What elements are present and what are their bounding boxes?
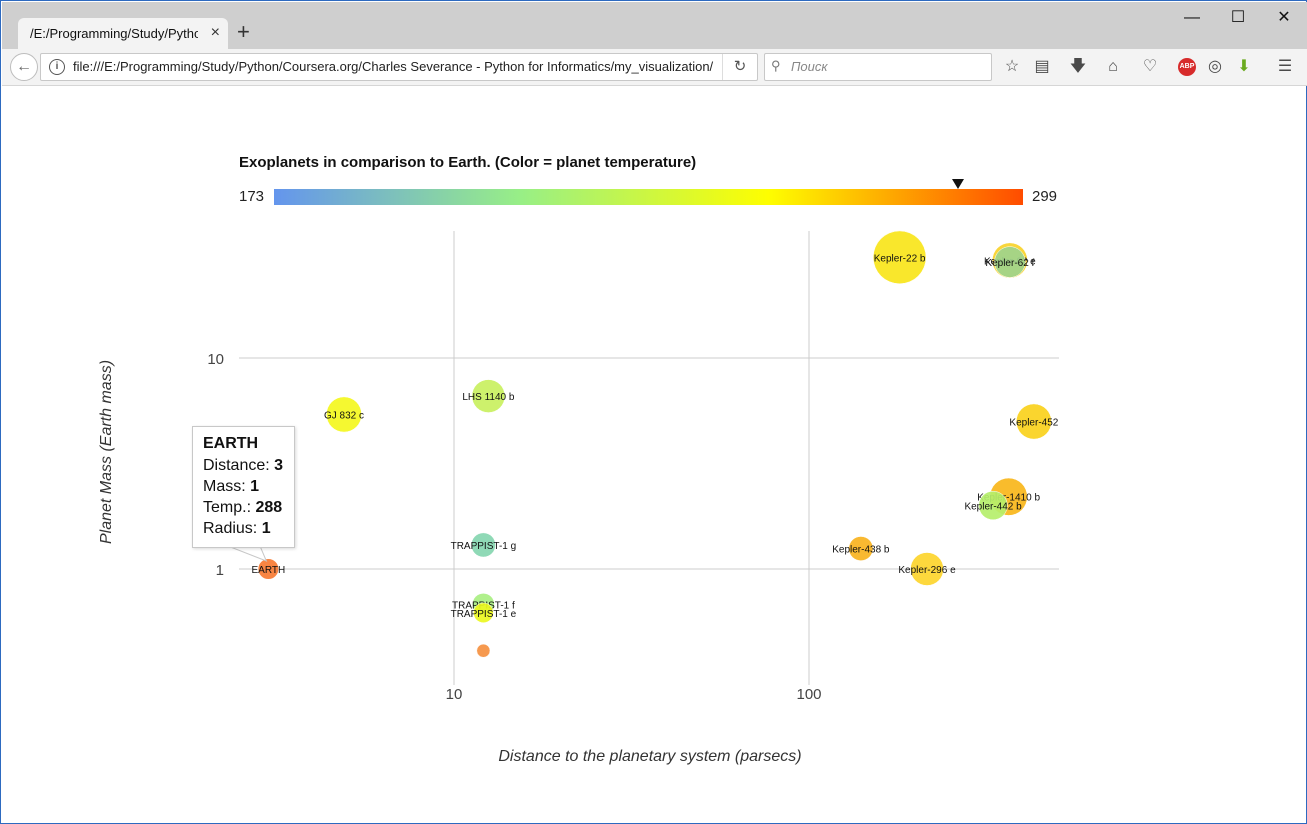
colorbar-max-label: 299 — [1032, 188, 1058, 205]
data-label: TRAPPIST-1 e — [451, 609, 517, 620]
data-label: EARTH — [252, 565, 286, 576]
url-text[interactable]: file:///E:/Programming/Study/Python/Cour… — [73, 59, 714, 74]
tooltip-distance-label: Distance: — [203, 457, 270, 474]
search-placeholder: Поиск — [791, 59, 828, 74]
data-label: Kepler-296 e — [898, 565, 956, 576]
data-label: GJ 832 c — [324, 410, 364, 421]
address-bar[interactable]: i file:///E:/Programming/Study/Python/Co… — [40, 53, 758, 81]
tooltip-title: EARTH — [203, 435, 259, 452]
data-label: Kepler-438 b — [832, 545, 890, 556]
info-icon[interactable]: i — [49, 59, 65, 75]
new-tab-button[interactable]: + — [237, 19, 250, 44]
tab-close-icon[interactable]: × — [210, 24, 220, 41]
data-label: Kepler-1410 b — [977, 493, 1040, 504]
data-point — [978, 490, 1008, 521]
browser-tab[interactable]: /E:/Programming/Study/Python/Coursera.or… — [18, 18, 228, 50]
search-icon: ⚲ — [771, 58, 781, 73]
colorbar — [274, 189, 1023, 205]
x-axis-label: Distance to the planetary system (parsec… — [498, 748, 802, 765]
y-tick-label: 1 — [216, 562, 224, 579]
back-button[interactable]: ← — [10, 53, 38, 81]
reading-list-icon[interactable]: ▤ — [1034, 58, 1050, 75]
search-input[interactable]: ⚲ Поиск — [764, 53, 992, 81]
tooltip-distance: Distance: 3 — [203, 457, 283, 475]
title-bar: /E:/Programming/Study/Python/Coursera.or… — [2, 2, 1307, 50]
data-point — [848, 536, 874, 561]
data-point — [471, 532, 496, 558]
x-tick-label: 100 — [796, 686, 821, 703]
colorbar-marker — [951, 179, 964, 189]
data-label: Kepler-62 f — [985, 258, 1034, 269]
tooltip-temp: Temp.: 288 — [203, 499, 282, 517]
data-label: Kepler-452 — [1009, 418, 1058, 429]
data-label: Kepler-22 b — [874, 253, 926, 264]
y-tick-label: 10 — [207, 351, 224, 368]
download-icon[interactable]: 🡇 — [1069, 58, 1087, 75]
data-point — [1016, 403, 1052, 440]
data-point — [256, 557, 281, 581]
data-point — [326, 396, 362, 433]
star-icon[interactable]: ☆ — [1004, 58, 1020, 75]
download-helper-icon[interactable]: ⬇ — [1237, 58, 1251, 75]
tooltip-radius: Radius: 1 — [203, 520, 271, 538]
tooltip-radius-label: Radius: — [203, 520, 258, 537]
tooltip-radius-value: 1 — [261, 520, 271, 537]
data-label: Kepler-442 b — [964, 501, 1022, 512]
minimize-button[interactable]: — — [1184, 9, 1200, 26]
colorbar-min-label: 173 — [239, 188, 265, 205]
adblock-plus-icon[interactable]: ABP — [1178, 58, 1196, 76]
data-point — [910, 552, 944, 586]
data-point — [476, 643, 491, 658]
tooltip-mass: Mass: 1 — [203, 478, 259, 496]
tooltip-distance-value: 3 — [274, 457, 284, 474]
data-point — [994, 246, 1026, 278]
close-window-button[interactable]: ✕ — [1277, 9, 1291, 26]
home-icon[interactable]: ⌂ — [1108, 58, 1118, 75]
tooltip-temp-value: 288 — [255, 499, 283, 516]
data-label: TRAPPIST-1 g — [451, 541, 517, 552]
maximize-button[interactable]: ☐ — [1230, 9, 1246, 26]
chart-title: Exoplanets in comparison to Earth. (Colo… — [239, 154, 697, 171]
reload-icon[interactable]: ↻ — [722, 54, 757, 80]
tooltip-temp-label: Temp.: — [203, 499, 252, 516]
tooltip-tail — [227, 545, 268, 562]
tooltip-mass-label: Mass: — [203, 478, 246, 495]
data-point — [473, 602, 494, 623]
tooltip: EARTH Distance: 3 Mass: 1 Temp.: 288 Rad… — [192, 426, 295, 548]
tab-title: /E:/Programming/Study/Python/Coursera.or… — [30, 26, 198, 41]
navigation-bar: ← i file:///E:/Programming/Study/Python/… — [2, 49, 1307, 86]
tooltip-mass-value: 1 — [250, 478, 260, 495]
data-point — [471, 379, 506, 413]
data-label: LHS 1140 b — [462, 392, 515, 403]
sync-icon[interactable]: ◎ — [1208, 58, 1222, 75]
x-tick-label: 10 — [446, 686, 463, 703]
pocket-icon[interactable]: ♡ — [1142, 58, 1158, 75]
data-point — [872, 230, 927, 284]
menu-icon[interactable]: ☰ — [1277, 58, 1293, 75]
